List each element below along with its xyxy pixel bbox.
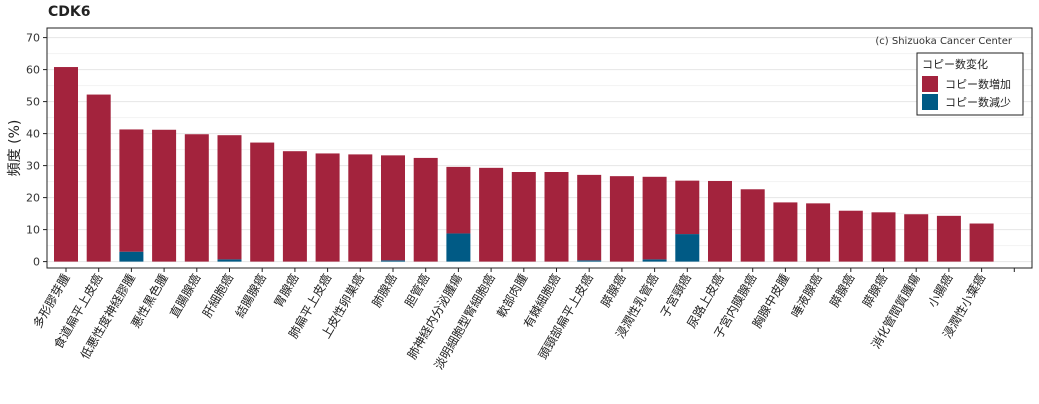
bar-gain xyxy=(184,134,209,262)
legend: コピー数変化 コピー数増加 コピー数減少 xyxy=(916,52,1024,116)
y-tick-label: 20 xyxy=(26,192,40,205)
x-tick-label: 唾液腺癌 xyxy=(788,271,825,320)
bar-gain xyxy=(348,154,373,262)
x-tick-label: 結腸腺癌 xyxy=(232,271,269,320)
bar-gain xyxy=(86,94,111,262)
x-tick-label: 膵腺癌 xyxy=(597,271,628,310)
bar-gain xyxy=(446,166,471,234)
bar-loss xyxy=(119,251,144,262)
bars xyxy=(54,67,994,262)
x-tick-label: 膵腺癌 xyxy=(859,271,890,310)
bar-gain xyxy=(577,174,602,261)
bar-loss xyxy=(577,260,602,262)
x-tick-label: 小腸癌 xyxy=(924,271,955,310)
copyright-annotation: (c) Shizuoka Cancer Center xyxy=(875,36,1013,47)
x-tick-label: 軟部肉腫 xyxy=(493,271,530,320)
bar-gain xyxy=(675,180,700,235)
bar-gain xyxy=(609,176,634,262)
y-tick-label: 10 xyxy=(26,224,40,237)
x-tick-label: 淡明細胞型腎細胞癌 xyxy=(431,271,498,372)
legend-label-gain: コピー数増加 xyxy=(945,78,1011,91)
y-tick-label: 50 xyxy=(26,96,40,109)
bar-gain xyxy=(119,129,144,252)
bar-gain xyxy=(54,67,78,262)
bar-loss xyxy=(446,233,471,262)
bar-gain xyxy=(413,157,438,262)
bar-gain xyxy=(871,212,896,262)
legend-swatch-loss xyxy=(922,94,938,110)
bar-gain xyxy=(250,142,275,262)
bar-loss xyxy=(381,260,405,262)
chart-title: CDK6 xyxy=(48,4,91,20)
bar-gain xyxy=(969,223,994,262)
bar-gain xyxy=(315,153,340,262)
bar-gain xyxy=(282,151,307,262)
x-tick-label: 直腸腺癌 xyxy=(166,271,203,320)
bar-gain xyxy=(642,176,667,260)
bar-gain xyxy=(936,215,961,262)
x-tick-label: 肺腺癌 xyxy=(369,271,400,310)
x-tick-label: 膵腺癌 xyxy=(826,271,857,310)
y-tick-label: 70 xyxy=(26,32,40,45)
bar-gain xyxy=(152,129,177,262)
x-tick-label: 胃腺癌 xyxy=(270,271,301,310)
legend-swatch-gain xyxy=(922,76,938,92)
bar-loss xyxy=(675,234,700,262)
y-tick-label: 40 xyxy=(26,128,40,141)
bar-loss xyxy=(642,259,667,262)
bar-gain xyxy=(479,167,504,262)
bar-gain xyxy=(708,180,732,262)
bar-gain xyxy=(511,172,536,262)
bar-gain xyxy=(904,214,929,262)
gridlines xyxy=(47,37,1032,263)
x-tick-label: 胆管癌 xyxy=(401,271,432,310)
x-tick-label: 肝細胞癌 xyxy=(199,271,236,320)
plot-border xyxy=(46,27,1033,269)
bar-gain xyxy=(544,172,569,262)
bar-gain xyxy=(217,135,242,260)
bar-gain xyxy=(838,210,863,262)
legend-label-loss: コピー数減少 xyxy=(945,95,1011,109)
bar-gain xyxy=(773,202,798,262)
y-tick-label: 30 xyxy=(26,160,40,173)
bar-loss xyxy=(217,259,242,262)
x-tick-label: 子宮頸癌 xyxy=(657,271,694,320)
bar-gain xyxy=(740,189,765,262)
y-axis-label: 頻度 (%) xyxy=(7,120,23,177)
y-tick-label: 60 xyxy=(26,64,40,77)
y-tick-label: 0 xyxy=(33,256,40,269)
bar-gain xyxy=(806,203,831,262)
legend-title: コピー数変化 xyxy=(922,57,988,71)
bar-gain xyxy=(381,155,405,261)
